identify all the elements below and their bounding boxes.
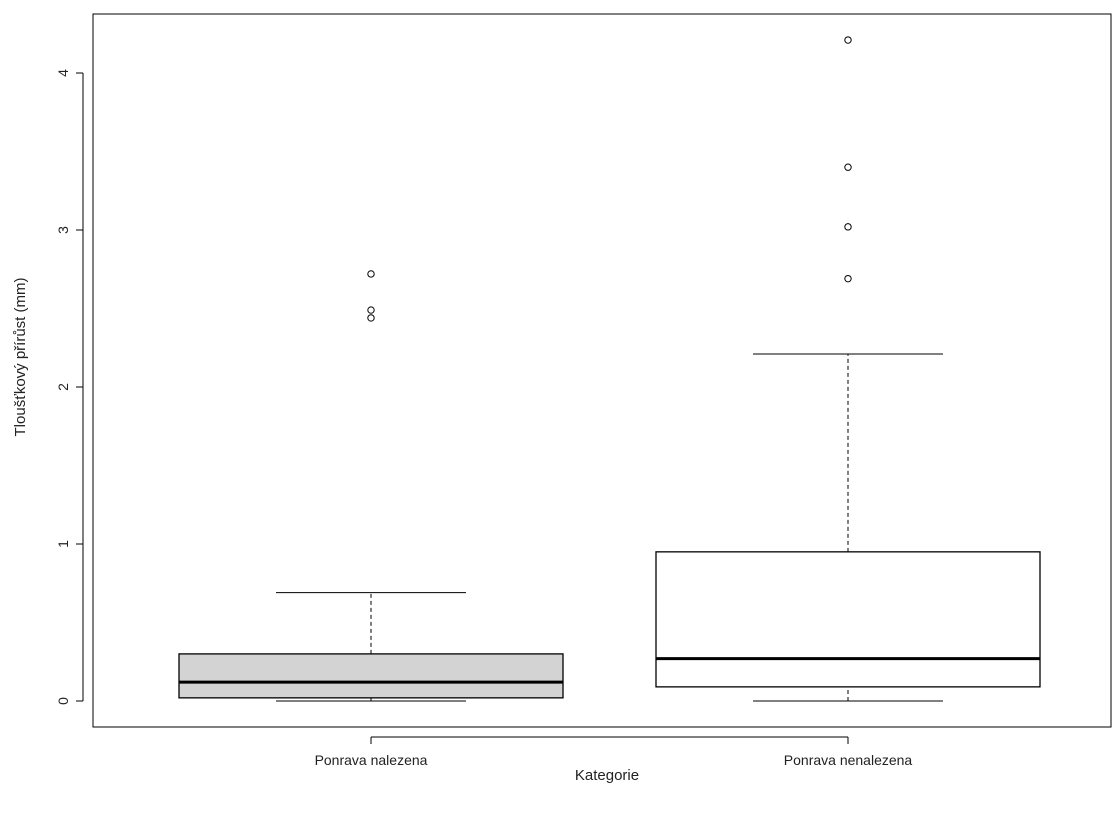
y-axis-title: Tloušťkový přírůst (mm) <box>12 278 29 437</box>
x-tick-label: Ponrava nalezena <box>315 752 428 768</box>
outlier-point <box>367 306 375 314</box>
box-iqr <box>655 551 1041 688</box>
y-tick-label: 3 <box>55 226 71 234</box>
y-tick-label: 2 <box>55 383 71 391</box>
outlier-point <box>367 314 375 322</box>
outlier-point <box>844 274 852 283</box>
x-tick-label: Ponrava nenalezena <box>784 752 913 768</box>
box-series <box>178 36 1041 702</box>
box-group <box>178 270 564 702</box>
outlier-point <box>844 36 852 44</box>
outlier-point <box>844 223 852 231</box>
outlier-point <box>844 163 852 171</box>
y-axis: 0 1 2 3 4 <box>55 69 84 705</box>
box-group <box>655 36 1041 702</box>
y-tick-label: 4 <box>55 69 71 77</box>
x-axis: Ponrava nalezena Ponrava nenalezena <box>315 736 913 768</box>
plot-frame <box>92 13 1112 728</box>
x-axis-title: Kategorie <box>575 767 639 784</box>
outlier-point <box>367 270 375 278</box>
y-tick-label: 1 <box>55 540 71 548</box>
box-iqr <box>178 653 564 699</box>
y-tick-label: 0 <box>55 697 71 705</box>
